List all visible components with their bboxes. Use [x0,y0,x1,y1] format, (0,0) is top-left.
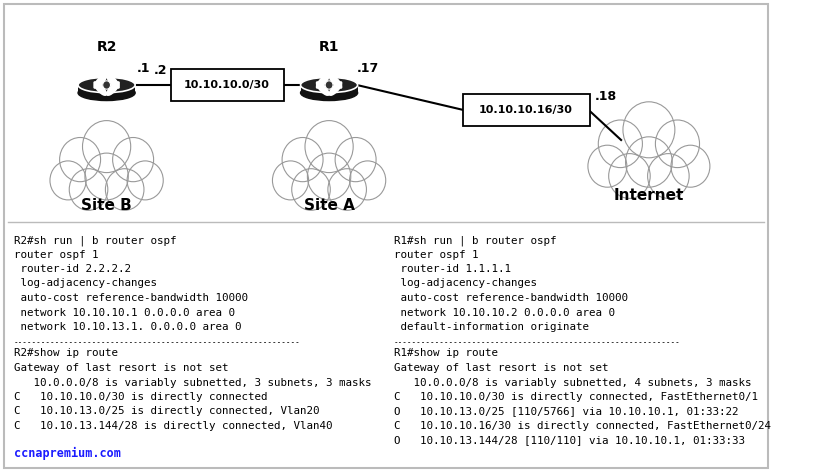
Circle shape [307,153,351,200]
Circle shape [272,161,308,200]
Ellipse shape [106,74,120,89]
Text: Gateway of last resort is not set: Gateway of last resort is not set [14,363,228,373]
Ellipse shape [78,77,135,93]
Circle shape [335,137,376,182]
Text: network 10.10.13.1. 0.0.0.0 area 0: network 10.10.13.1. 0.0.0.0 area 0 [14,322,242,332]
Text: R1#show ip route: R1#show ip route [394,348,498,359]
Text: C   10.10.10.16/30 is directly connected, FastEthernet0/24: C 10.10.10.16/30 is directly connected, … [394,421,771,431]
Text: C   10.10.10.0/30 is directly connected, FastEthernet0/1: C 10.10.10.0/30 is directly connected, F… [394,392,758,402]
Circle shape [609,153,651,198]
Text: C   10.10.10.0/30 is directly connected: C 10.10.10.0/30 is directly connected [14,392,267,402]
Circle shape [598,120,642,168]
Text: .2: .2 [153,65,167,77]
Circle shape [82,121,131,173]
Ellipse shape [316,81,330,96]
Circle shape [656,120,700,168]
Text: C   10.10.13.144/28 is directly connected, Vlan40: C 10.10.13.144/28 is directly connected,… [14,421,332,431]
Text: 10.10.10.16/30: 10.10.10.16/30 [479,105,573,115]
Circle shape [623,102,675,158]
Circle shape [588,145,627,187]
Text: --------------------------------------------------------------: ----------------------------------------… [14,338,301,347]
Text: O   10.10.13.144/28 [110/110] via 10.10.10.1, 01:33:33: O 10.10.13.144/28 [110/110] via 10.10.10… [394,436,745,446]
Circle shape [671,145,710,187]
Text: log-adjacency-changes: log-adjacency-changes [394,278,537,288]
Text: router ospf 1: router ospf 1 [14,250,98,260]
Ellipse shape [301,85,357,101]
Circle shape [350,161,386,200]
Text: .17: .17 [357,62,379,76]
Circle shape [328,169,367,211]
Text: ccnapremium.com: ccnapremium.com [14,447,121,460]
Circle shape [626,137,672,187]
Ellipse shape [316,74,330,89]
Text: R1: R1 [319,40,339,54]
Text: router-id 1.1.1.1: router-id 1.1.1.1 [394,264,511,274]
Circle shape [112,137,153,182]
Circle shape [282,137,323,182]
FancyBboxPatch shape [3,4,769,468]
Circle shape [106,169,144,211]
Text: log-adjacency-changes: log-adjacency-changes [14,278,157,288]
Text: Internet: Internet [614,187,684,202]
Text: R2#sh run | b router ospf: R2#sh run | b router ospf [14,235,177,245]
Text: auto-cost reference-bandwidth 10000: auto-cost reference-bandwidth 10000 [14,293,248,303]
FancyBboxPatch shape [171,69,284,101]
Text: router-id 2.2.2.2: router-id 2.2.2.2 [14,264,131,274]
Circle shape [325,81,333,89]
Circle shape [647,153,689,198]
Circle shape [292,169,331,211]
Ellipse shape [328,74,342,89]
Ellipse shape [106,81,120,96]
Text: R2: R2 [97,40,117,54]
Text: Gateway of last resort is not set: Gateway of last resort is not set [394,363,608,373]
Circle shape [60,137,101,182]
Text: 10.0.0.0/8 is variably subnetted, 4 subnets, 3 masks: 10.0.0.0/8 is variably subnetted, 4 subn… [394,378,751,388]
Ellipse shape [301,77,357,93]
Text: C   10.10.13.0/25 is directly connected, Vlan20: C 10.10.13.0/25 is directly connected, V… [14,406,319,416]
Ellipse shape [93,74,107,89]
Text: .1: .1 [137,62,151,76]
Text: --------------------------------------------------------------: ----------------------------------------… [394,338,681,347]
Text: network 10.10.10.1 0.0.0.0 area 0: network 10.10.10.1 0.0.0.0 area 0 [14,307,235,318]
Text: R1#sh run | b router ospf: R1#sh run | b router ospf [394,235,556,245]
Circle shape [127,161,163,200]
Text: Site B: Site B [82,197,132,212]
Ellipse shape [93,81,107,96]
Text: .18: .18 [594,90,616,102]
FancyBboxPatch shape [462,94,590,126]
Text: 10.0.0.0/8 is variably subnetted, 3 subnets, 3 masks: 10.0.0.0/8 is variably subnetted, 3 subn… [14,378,372,388]
Circle shape [305,121,353,173]
Text: default-information originate: default-information originate [394,322,589,332]
Ellipse shape [78,85,135,101]
Polygon shape [78,85,135,93]
Text: 10.10.10.0/30: 10.10.10.0/30 [184,80,270,90]
Circle shape [69,169,107,211]
Text: R2#show ip route: R2#show ip route [14,348,118,359]
Text: Site A: Site A [304,197,355,212]
Circle shape [85,153,128,200]
Circle shape [50,161,86,200]
Text: O   10.10.13.0/25 [110/5766] via 10.10.10.1, 01:33:22: O 10.10.13.0/25 [110/5766] via 10.10.10.… [394,406,739,416]
Polygon shape [301,85,357,93]
Text: network 10.10.10.2 0.0.0.0 area 0: network 10.10.10.2 0.0.0.0 area 0 [394,307,615,318]
Text: auto-cost reference-bandwidth 10000: auto-cost reference-bandwidth 10000 [394,293,628,303]
Text: router ospf 1: router ospf 1 [394,250,478,260]
Ellipse shape [328,81,342,96]
Circle shape [102,81,111,89]
